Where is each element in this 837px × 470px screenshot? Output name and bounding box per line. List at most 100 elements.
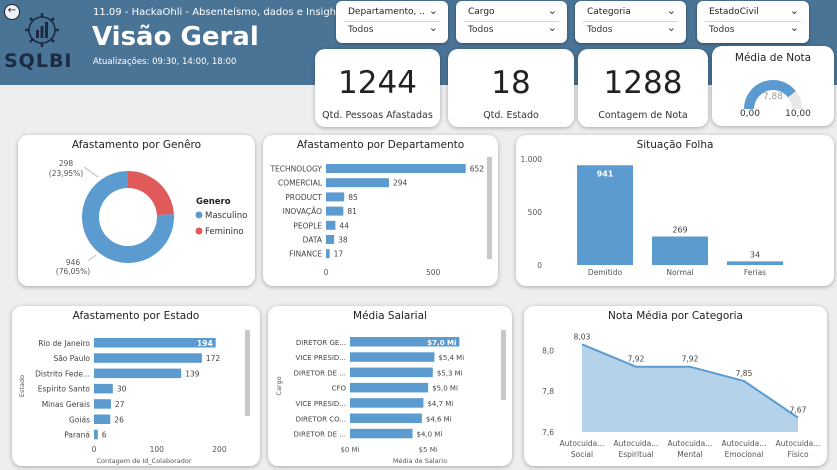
x-category-label: Autocuida... bbox=[776, 439, 821, 448]
chart-title: Média Salarial bbox=[353, 310, 427, 322]
gauge-min-label: 0,00 bbox=[740, 109, 760, 119]
data-label: 194 bbox=[197, 339, 213, 348]
category-label: VICE PRESID... bbox=[296, 400, 346, 408]
column-chart: 1.000 500 0 941 Demitido 269 Normal 34 Ferias bbox=[521, 155, 783, 277]
back-arrow-icon[interactable]: ← bbox=[4, 4, 20, 20]
divider bbox=[344, 21, 440, 22]
bar bbox=[94, 368, 182, 379]
y-axis-title: Cargo bbox=[275, 376, 283, 395]
donut-slice-feminino bbox=[128, 171, 174, 216]
category-label: INOVAÇÃO bbox=[283, 207, 322, 216]
gauge-chart: 7,880,00 10,00 bbox=[740, 80, 811, 119]
chart-card-genero: Afastamento por Genêro 946 (76,05%) 298 (23… bbox=[18, 135, 255, 286]
legend-item: Masculino bbox=[205, 211, 247, 221]
data-label: 6 bbox=[102, 431, 107, 440]
data-label: 298 bbox=[59, 159, 74, 168]
area-chart: 8,0 7,8 7,6 8,03 Autocuida... Social 7,92 Autoc… bbox=[542, 332, 821, 459]
category-label: Distrito Fede... bbox=[35, 369, 90, 378]
data-label: 8,03 bbox=[574, 332, 591, 341]
data-label: 7,92 bbox=[628, 355, 645, 364]
bar bbox=[350, 367, 433, 378]
kpi-label: Contagem de Nota bbox=[598, 110, 688, 121]
category-label: Espírito Santo bbox=[38, 385, 91, 394]
data-label: $5,4 Mi bbox=[438, 354, 464, 362]
x-category-label: Demitido bbox=[588, 268, 623, 277]
y-axis-title: Estado bbox=[18, 375, 26, 397]
chart-title: Afastamento por Genêro bbox=[71, 139, 202, 151]
kpi-value: 1288 bbox=[603, 65, 683, 101]
category-label: FINANCE bbox=[289, 250, 322, 259]
slicer-value: Todos bbox=[348, 25, 374, 35]
data-label: 44 bbox=[339, 221, 349, 230]
bar bbox=[350, 337, 460, 347]
x-category-label: Físico bbox=[787, 450, 809, 459]
data-label: $4,0 Mi bbox=[417, 431, 443, 439]
update-times: Atualizações: 09:30, 14:00, 18:00 bbox=[93, 57, 237, 67]
x-tick-label: 0 bbox=[92, 445, 97, 454]
gauge-title: Média de Nota bbox=[734, 52, 812, 64]
category-label: DIRETOR GE... bbox=[296, 339, 346, 347]
chevron-down-icon[interactable]: ⌄ bbox=[789, 4, 799, 17]
chevron-down-icon[interactable]: ⌄ bbox=[789, 21, 799, 34]
x-axis-title: Média de Salario bbox=[393, 457, 447, 465]
data-label: 7,85 bbox=[736, 369, 753, 378]
data-label: 81 bbox=[347, 207, 357, 216]
category-label: São Paulo bbox=[53, 354, 90, 363]
chart-title: Afastamento por Departamento bbox=[296, 139, 465, 151]
category-label: TECHNOLOGY bbox=[269, 165, 322, 174]
bar bbox=[94, 399, 111, 409]
data-label: 26 bbox=[114, 415, 124, 424]
chart-title: Nota Média por Categoria bbox=[608, 310, 743, 322]
series-line bbox=[581, 343, 799, 419]
slicer-categoria[interactable]: Categoria ⌄ Todos ⌄ bbox=[575, 1, 686, 43]
x-category-label: Espiritual bbox=[618, 450, 653, 459]
slicer-estadocivil[interactable]: EstadoCivil ⌄ Todos ⌄ bbox=[697, 1, 809, 43]
x-tick-label: $0 Mi bbox=[340, 446, 359, 454]
bar bbox=[350, 382, 429, 393]
bar bbox=[326, 164, 466, 173]
chevron-down-icon[interactable]: ⌄ bbox=[547, 21, 557, 34]
chevron-down-icon[interactable]: ⌄ bbox=[428, 21, 438, 34]
chevron-down-icon[interactable]: ⌄ bbox=[428, 4, 438, 17]
bar-chart: DIRETOR GE... $7,0 Mi VICE PRESID... $5,4 M… bbox=[275, 330, 506, 465]
slicer-value: Todos bbox=[709, 25, 735, 35]
data-label: 139 bbox=[185, 369, 200, 378]
gauge-fill bbox=[744, 80, 796, 110]
scrollbar bbox=[245, 330, 250, 416]
chevron-down-icon[interactable]: ⌄ bbox=[666, 21, 676, 34]
y-tick-label: 1.000 bbox=[521, 155, 543, 164]
bar bbox=[350, 428, 413, 439]
gauge-value: 7,88 bbox=[763, 92, 783, 102]
bar bbox=[326, 220, 336, 230]
page-title: Visão Geral bbox=[92, 22, 259, 52]
x-category-label: Autocuida... bbox=[614, 439, 659, 448]
slicer-departamento[interactable]: Departamento, ... ⌄ Todos ⌄ bbox=[336, 1, 448, 43]
bar bbox=[326, 192, 345, 202]
scrollbar bbox=[487, 157, 492, 259]
chevron-down-icon[interactable]: ⌄ bbox=[547, 4, 557, 17]
data-label: (23,95%) bbox=[49, 169, 84, 178]
slicer-cargo[interactable]: Cargo ⌄ Todos ⌄ bbox=[456, 1, 567, 43]
data-label: 38 bbox=[338, 236, 348, 245]
chevron-down-icon[interactable]: ⌄ bbox=[666, 4, 676, 17]
data-label: $4,7 Mi bbox=[427, 400, 453, 408]
category-label: Rio de Janeiro bbox=[38, 339, 90, 348]
bar bbox=[577, 165, 633, 265]
data-label: 27 bbox=[115, 400, 125, 409]
leader-line bbox=[83, 166, 99, 178]
bar bbox=[94, 353, 202, 363]
data-label: 7,67 bbox=[790, 406, 807, 415]
divider bbox=[583, 21, 678, 22]
kpi-card-qtd-estado: 18 Qtd. Estado bbox=[448, 49, 574, 127]
slicer-label: Categoria bbox=[587, 7, 631, 17]
data-label: $4,6 Mi bbox=[426, 415, 452, 423]
area-fill bbox=[582, 344, 798, 432]
chart-card-media-salarial: Média Salarial DIRETOR GE... $7,0 Mi VICE … bbox=[268, 306, 512, 466]
legend-marker bbox=[195, 227, 203, 235]
x-category-label: Autocuida... bbox=[722, 439, 767, 448]
data-label: 294 bbox=[393, 179, 408, 188]
bar bbox=[326, 206, 344, 216]
category-label: DATA bbox=[303, 236, 323, 245]
slicer-label: EstadoCivil bbox=[709, 7, 759, 17]
data-label: 34 bbox=[750, 250, 760, 259]
